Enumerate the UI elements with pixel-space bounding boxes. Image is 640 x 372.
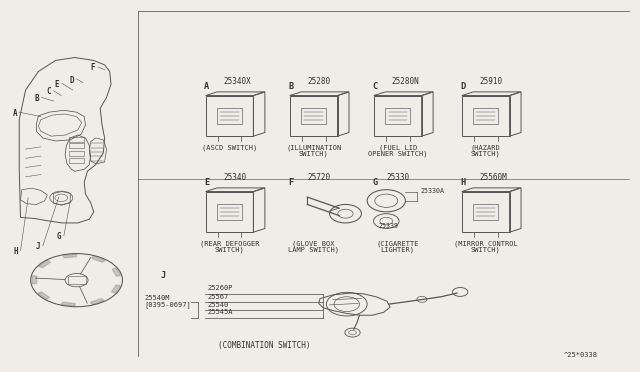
Text: J: J bbox=[161, 271, 166, 280]
Text: 25280N: 25280N bbox=[392, 77, 419, 86]
Polygon shape bbox=[112, 268, 121, 276]
Text: OPENER SWITCH): OPENER SWITCH) bbox=[368, 151, 428, 157]
Polygon shape bbox=[92, 256, 106, 262]
Text: 25340: 25340 bbox=[223, 173, 246, 182]
Text: (GLOVE BOX: (GLOVE BOX bbox=[292, 240, 335, 247]
Text: LAMP SWITCH): LAMP SWITCH) bbox=[288, 247, 339, 253]
Text: 25540: 25540 bbox=[208, 302, 229, 308]
Text: G: G bbox=[56, 232, 61, 241]
Text: C: C bbox=[372, 82, 378, 91]
Text: 25910: 25910 bbox=[479, 77, 502, 86]
Text: 25340X: 25340X bbox=[223, 77, 251, 86]
Text: (FUEL LID: (FUEL LID bbox=[379, 144, 417, 151]
Text: 25540M: 25540M bbox=[145, 295, 170, 301]
Text: H: H bbox=[13, 247, 18, 256]
Text: SWITCH): SWITCH) bbox=[471, 247, 500, 253]
Text: 25560M: 25560M bbox=[479, 173, 507, 182]
Text: 25339: 25339 bbox=[379, 224, 399, 230]
Text: C: C bbox=[46, 87, 51, 96]
Text: D: D bbox=[460, 82, 465, 91]
Polygon shape bbox=[61, 302, 75, 306]
Text: E: E bbox=[204, 178, 209, 187]
Polygon shape bbox=[90, 299, 104, 305]
Polygon shape bbox=[111, 285, 120, 293]
Text: D: D bbox=[69, 76, 74, 84]
Text: SWITCH): SWITCH) bbox=[471, 151, 500, 157]
Text: B: B bbox=[288, 82, 293, 91]
Text: [0395-0697]: [0395-0697] bbox=[145, 301, 191, 308]
Text: (COMBINATION SWITCH): (COMBINATION SWITCH) bbox=[218, 341, 310, 350]
Text: A: A bbox=[204, 82, 209, 91]
Text: 25567: 25567 bbox=[208, 294, 229, 299]
Text: 25260P: 25260P bbox=[208, 285, 234, 291]
Text: LIGHTER): LIGHTER) bbox=[381, 247, 415, 253]
Text: E: E bbox=[54, 80, 59, 89]
Text: 25720: 25720 bbox=[307, 173, 330, 182]
Polygon shape bbox=[38, 292, 49, 299]
Text: ^25*0338: ^25*0338 bbox=[563, 352, 597, 357]
Text: 25330: 25330 bbox=[387, 173, 410, 182]
Text: F: F bbox=[91, 63, 95, 72]
Text: B: B bbox=[34, 94, 39, 103]
Text: 25280: 25280 bbox=[307, 77, 330, 86]
Polygon shape bbox=[32, 276, 37, 284]
Text: (ASCD SWITCH): (ASCD SWITCH) bbox=[202, 144, 257, 151]
Text: J: J bbox=[35, 243, 40, 251]
Text: (HAZARD: (HAZARD bbox=[471, 144, 500, 151]
Text: (REAR DEFOGGER: (REAR DEFOGGER bbox=[200, 240, 259, 247]
Text: SWITCH): SWITCH) bbox=[299, 151, 328, 157]
Text: H: H bbox=[460, 178, 465, 187]
Polygon shape bbox=[38, 260, 51, 268]
Text: A: A bbox=[13, 109, 18, 118]
Text: SWITCH): SWITCH) bbox=[214, 247, 244, 253]
Text: (ILLUMINATION: (ILLUMINATION bbox=[286, 144, 341, 151]
Text: 25545A: 25545A bbox=[208, 309, 234, 315]
Text: G: G bbox=[372, 178, 378, 187]
Polygon shape bbox=[63, 254, 77, 258]
Text: F: F bbox=[288, 178, 293, 187]
Text: 25330A: 25330A bbox=[420, 188, 444, 195]
Text: (MIRROR CONTROL: (MIRROR CONTROL bbox=[454, 240, 518, 247]
Text: (CIGARETTE: (CIGARETTE bbox=[376, 240, 419, 247]
